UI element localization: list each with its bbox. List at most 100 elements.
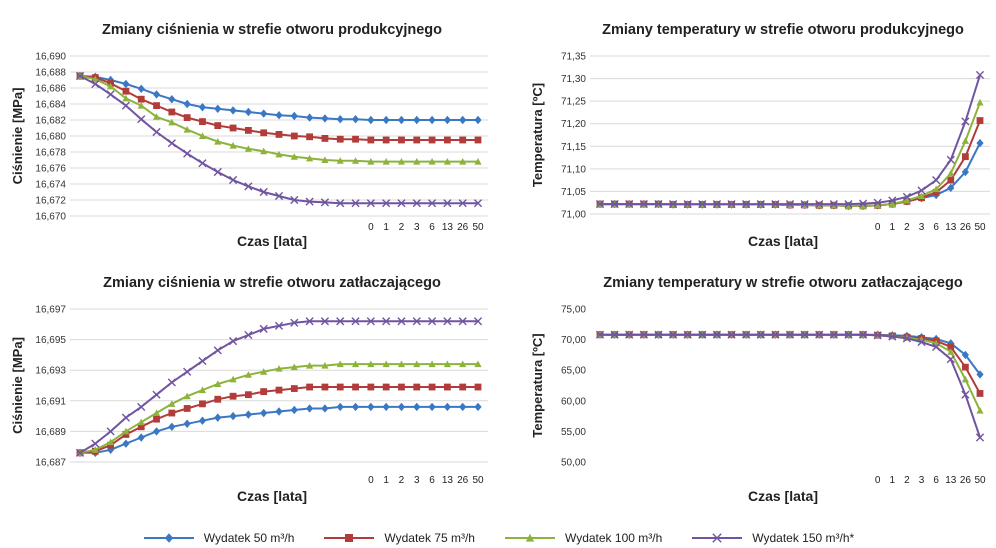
data-point: [320, 317, 330, 326]
data-point: [961, 153, 969, 161]
data-point: [413, 360, 421, 368]
data-point: [976, 370, 984, 379]
data-point: [121, 101, 131, 110]
data-point: [199, 400, 206, 408]
data-point: [413, 158, 421, 165]
data-point: [683, 330, 692, 339]
data-point: [275, 386, 283, 394]
data-point: [382, 360, 390, 368]
data-point: [874, 201, 882, 209]
data-point: [260, 388, 268, 396]
data-point: [275, 111, 283, 120]
data-point: [474, 115, 482, 125]
data-point: [443, 383, 451, 391]
data-point: [976, 98, 984, 106]
data-point: [137, 102, 145, 109]
data-point: [961, 117, 970, 126]
data-point: [976, 406, 984, 414]
data-point: [168, 422, 176, 432]
data-point: [712, 199, 722, 209]
x-tick-label: 26: [960, 222, 972, 233]
data-point: [961, 350, 969, 360]
data-point: [352, 383, 359, 391]
data-point: [382, 158, 390, 165]
data-point: [320, 198, 330, 207]
data-point: [198, 386, 207, 394]
data-point: [351, 360, 360, 368]
data-point: [961, 390, 970, 399]
data-point: [427, 199, 437, 208]
data-point: [932, 188, 940, 196]
data-point: [413, 402, 421, 412]
data-point: [290, 195, 299, 205]
y-tick-label: 16,697: [35, 305, 66, 316]
data-point: [382, 136, 390, 144]
data-point: [975, 70, 985, 80]
data-point: [228, 337, 238, 346]
data-point: [122, 431, 130, 438]
data-point: [443, 360, 451, 368]
data-point: [168, 108, 176, 116]
y-tick-label: 71,00: [561, 210, 586, 221]
data-point: [961, 363, 969, 371]
data-point: [443, 402, 451, 412]
data-point: [756, 330, 765, 339]
data-point: [198, 103, 207, 112]
x-axis-label: Czas [lata]: [237, 233, 307, 249]
x-tick-label: 1: [383, 222, 389, 233]
data-point: [183, 149, 192, 158]
data-point: [639, 199, 648, 209]
chart-title: Zmiany temperatury w strefie otworu zatł…: [603, 275, 963, 291]
data-point: [428, 383, 436, 391]
data-point: [199, 118, 206, 125]
data-point: [305, 317, 314, 326]
data-point: [305, 197, 314, 206]
data-point: [382, 317, 391, 326]
x-tick-label: 2: [904, 222, 910, 233]
data-point: [260, 147, 268, 155]
data-point: [844, 202, 853, 209]
data-point: [259, 324, 268, 333]
x-axis-label: Czas [lata]: [748, 233, 818, 249]
data-point: [153, 415, 160, 423]
data-point: [947, 183, 955, 193]
x-tick-label: 1: [383, 475, 389, 486]
data-point: [917, 337, 926, 347]
data-point: [756, 199, 765, 209]
legend-marker: [345, 534, 354, 542]
data-point: [275, 365, 283, 372]
data-point: [947, 343, 955, 351]
data-point: [244, 410, 252, 419]
x-tick-label: 13: [442, 222, 454, 233]
data-point: [107, 441, 115, 449]
legend-label-75: Wydatek 75 m³/h: [384, 531, 475, 545]
data-point: [290, 405, 298, 415]
data-point: [654, 330, 663, 339]
data-point: [625, 199, 634, 209]
y-tick-label: 16,672: [35, 196, 66, 207]
y-tick-label: 55,00: [561, 427, 586, 438]
data-point: [829, 199, 838, 209]
y-tick-label: 16,686: [35, 84, 66, 95]
chart-title: Zmiany ciśnienia w strefie otworu produk…: [102, 22, 442, 38]
data-point: [321, 383, 329, 391]
data-point: [742, 199, 751, 209]
data-point: [260, 408, 268, 418]
data-point: [229, 375, 237, 383]
data-point: [859, 202, 867, 209]
data-point: [888, 200, 896, 208]
x-tick-label: 0: [875, 475, 881, 486]
data-point: [668, 199, 678, 209]
y-tick-label: 60,00: [561, 396, 586, 407]
data-point: [351, 115, 360, 124]
legend-item-50: Wydatek 50 m³/h: [142, 531, 294, 545]
data-point: [459, 360, 467, 368]
chart-title: Zmiany ciśnienia w strefie otworu zatłac…: [103, 275, 441, 291]
data-point: [260, 109, 268, 118]
data-point: [106, 90, 115, 99]
data-point: [336, 317, 345, 326]
y-tick-label: 71,20: [561, 119, 586, 130]
y-tick-label: 71,25: [561, 97, 586, 108]
data-point: [168, 118, 176, 126]
data-point: [351, 157, 360, 164]
